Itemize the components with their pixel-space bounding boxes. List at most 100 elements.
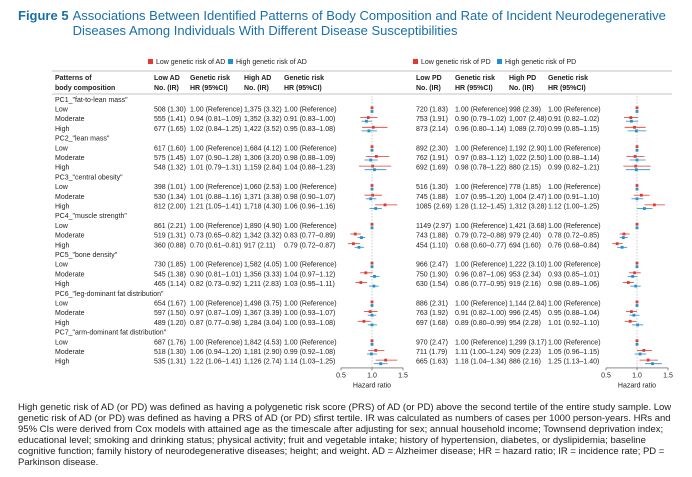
patterns-header: Patterns of (55, 75, 92, 82)
hr-label: 1.00 (Reference) (284, 107, 337, 114)
hr-marker (635, 106, 639, 110)
cases: 861 (2.21) (154, 223, 186, 230)
hr-marker (621, 236, 625, 239)
forest-table: Patterns of body composition PC1_"fat-to… (52, 59, 673, 390)
column-header: High AD (244, 75, 271, 82)
hr-label: 1.00 (Reference) (284, 339, 337, 346)
cases: 1,299 (3.17) (509, 339, 547, 346)
cases: 886 (2.16) (509, 359, 541, 366)
hr-label: 1.01 (0.88–1.16) (190, 194, 241, 201)
hr-label: 1.00 (Reference) (190, 301, 243, 308)
cases: 1,367 (3.39) (244, 310, 282, 317)
cases: 694 (1.60) (509, 242, 541, 249)
column-header: Genetic risk (190, 75, 230, 82)
cases: 886 (2.31) (416, 301, 448, 308)
hr-marker (370, 222, 374, 226)
column-header: Genetic risk (284, 75, 324, 82)
hr-marker (357, 245, 361, 249)
column-header: Genetic risk (455, 75, 495, 82)
x-tick-label: 0.5 (336, 373, 346, 380)
cases: 1,144 (2.84) (509, 301, 547, 308)
cases: 398 (1.01) (154, 184, 186, 191)
cases: 753 (1.91) (416, 116, 448, 123)
hr-label: 1.00 (Reference) (455, 262, 508, 269)
x-tick-label: 1.0 (632, 373, 642, 380)
hr-label: 1.00 (Reference) (190, 145, 243, 152)
x-tick-label: 1.5 (663, 373, 673, 380)
cases: 677 (1.65) (154, 126, 186, 133)
cases: 1,159 (2.84) (244, 165, 282, 172)
hr-marker (369, 158, 373, 162)
hr-label: 1.05 (0.96–1.15) (548, 349, 599, 356)
hr-marker (635, 300, 639, 304)
level-label: Moderate (55, 271, 85, 278)
hr-label: 1.12 (1.00–1.25) (548, 204, 599, 211)
hr-label: 0.82 (0.73–0.92) (190, 281, 241, 288)
hr-label: 1.06 (0.94–1.20) (190, 349, 241, 356)
hr-marker (374, 155, 378, 158)
cases: 1,060 (2.53) (244, 184, 282, 191)
cases: 530 (1.34) (154, 194, 186, 201)
cases: 812 (2.00) (154, 204, 186, 211)
hr-marker (635, 265, 639, 269)
cases: 970 (2.47) (416, 339, 448, 346)
cases: 360 (0.88) (154, 242, 186, 249)
cases: 743 (1.88) (416, 233, 448, 240)
hr-marker (374, 349, 378, 352)
x-axis-label: Hazard ratio (353, 383, 391, 390)
hr-marker (629, 116, 633, 119)
patterns-header: body composition (55, 85, 115, 92)
cases: 954 (2.28) (509, 320, 541, 327)
hr-label: 1.00 (Reference) (284, 184, 337, 191)
hr-marker (634, 168, 638, 172)
level-label: Moderate (55, 349, 85, 356)
cases: 763 (1.92) (416, 310, 448, 317)
group-label: PC5_"bone density" (55, 252, 118, 259)
cases: 873 (2.14) (416, 126, 448, 133)
hr-label: 0.91 (0.82–1.02) (548, 116, 599, 123)
hr-marker (635, 184, 639, 187)
cases: 996 (2.45) (509, 310, 541, 317)
cases: 909 (2.23) (509, 349, 541, 356)
cases: 1,356 (3.33) (244, 271, 282, 278)
hr-label: 1.00 (0.93–1.08) (284, 320, 335, 327)
cases: 917 (2.11) (244, 242, 275, 249)
hr-label: 0.83 (0.77–0.89) (284, 233, 335, 240)
hr-label: 1.14 (1.03–1.25) (284, 359, 335, 366)
hr-label: 1.07 (0.95–1.20) (455, 194, 506, 201)
hr-label: 0.94 (0.81–1.09) (190, 116, 241, 123)
column-header: HR (95%CI) (284, 85, 322, 92)
legend-label: Low genetic risk of PD (421, 59, 491, 66)
hr-label: 1.02 (0.84–1.25) (190, 126, 241, 133)
group-label: PC3_"central obesity" (55, 174, 123, 181)
hr-label: 1.01 (0.79–1.31) (190, 165, 241, 172)
cases: 1,890 (4.90) (244, 223, 282, 230)
hr-label: 1.06 (0.96–1.16) (284, 204, 335, 211)
cases: 1,498 (3.75) (244, 301, 282, 308)
hr-marker (383, 203, 387, 207)
hr-marker (374, 207, 378, 210)
cases: 762 (1.91) (416, 155, 448, 162)
cases: 750 (1.90) (416, 271, 448, 278)
cases: 465 (1.14) (154, 281, 186, 288)
cases: 1,126 (2.74) (244, 359, 282, 366)
cases: 687 (1.76) (154, 339, 186, 346)
hr-label: 1.00 (Reference) (190, 262, 243, 269)
hr-marker (366, 116, 370, 119)
cases: 1,306 (3.20) (244, 155, 282, 162)
cases: 1,842 (4.53) (244, 339, 282, 346)
hr-label: 1.00 (Reference) (455, 301, 508, 308)
level-label: Low (55, 339, 69, 346)
group-label: PC4_"muscle strength" (55, 213, 127, 220)
hr-marker (633, 155, 637, 158)
cases: 1,421 (3.68) (509, 223, 547, 230)
hr-label: 1.00 (Reference) (548, 339, 601, 346)
hr-marker (364, 271, 368, 275)
column-header: Genetic risk (548, 75, 588, 82)
hr-label: 0.86 (0.77–0.95) (455, 281, 506, 288)
legend-swatch (497, 59, 502, 64)
hr-label: 1.00 (Reference) (455, 223, 508, 230)
hr-marker (370, 145, 374, 149)
hr-label: 1.01 (0.92–1.10) (548, 320, 599, 327)
hr-marker (373, 168, 376, 172)
